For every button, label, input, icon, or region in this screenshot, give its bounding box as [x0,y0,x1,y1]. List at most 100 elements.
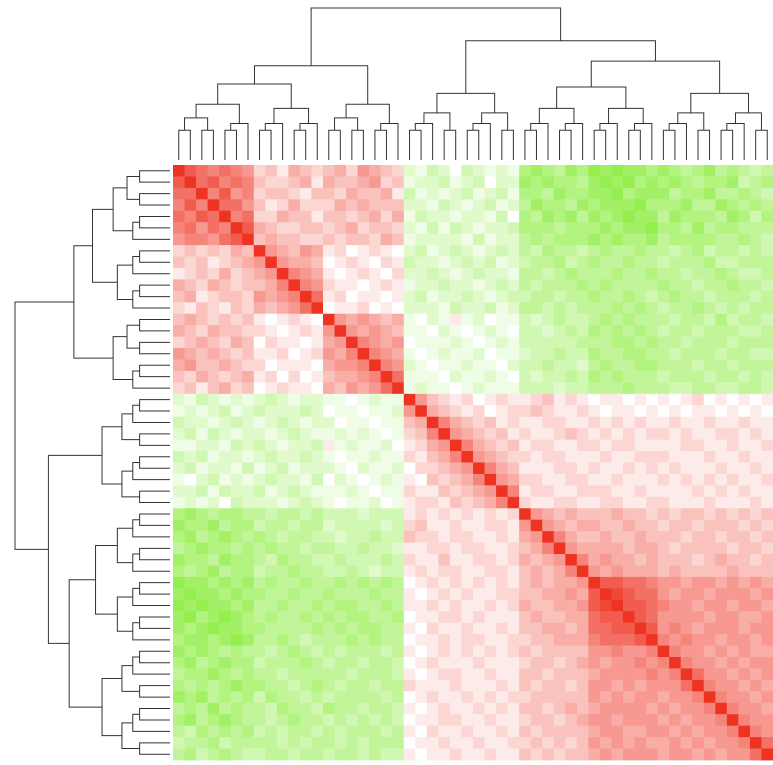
heatmap-cell [726,439,739,452]
heatmap-cell [346,210,359,223]
heatmap-cell [334,691,347,704]
heatmap-cell [230,187,243,200]
heatmap-cell [369,370,382,383]
heatmap-cell [623,496,635,509]
heatmap-cell [230,165,243,177]
heatmap-cell [392,668,405,681]
heatmap-cell [346,359,359,372]
heatmap-cell [726,416,739,429]
heatmap-cell [288,393,301,406]
heatmap-cell [749,599,762,612]
heatmap-cell [299,691,312,704]
heatmap-cell [496,428,509,441]
heatmap-cell [715,405,728,418]
heatmap-cell [646,222,659,235]
heatmap-cell [553,451,566,463]
heatmap-cell [184,679,197,692]
heatmap-cell [230,325,243,338]
heatmap-cell [553,222,566,235]
heatmap-cell [530,714,543,727]
heatmap-cell [173,714,185,727]
heatmap-cell [184,348,197,360]
heatmap-cell [403,519,416,532]
heatmap-cell [323,176,335,189]
heatmap-cell [276,496,289,509]
heatmap-cell [184,668,197,681]
heatmap-cell [230,611,243,624]
heatmap-cell [542,393,555,406]
heatmap-cell [646,668,659,681]
heatmap-cell [196,336,209,349]
heatmap-cell [461,679,474,692]
heatmap-cell [646,599,659,612]
heatmap-cell [323,737,335,749]
heatmap-cell [576,222,589,235]
heatmap-cell [761,725,773,738]
heatmap-cell [334,233,347,246]
heatmap-cell [519,519,532,532]
heatmap-cell [484,405,497,418]
heatmap-cell [565,405,578,418]
heatmap-cell [623,737,635,749]
heatmap-cell [415,519,428,532]
heatmap-cell [369,256,382,269]
heatmap-cell [703,302,716,315]
heatmap-cell [726,451,739,463]
heatmap-cell [207,382,220,395]
heatmap-cell [507,416,520,429]
heatmap-cell [761,393,773,406]
heatmap-cell [530,233,543,246]
heatmap-cell [323,165,335,177]
heatmap-cell [253,325,266,338]
heatmap-cell [461,531,474,543]
heatmap-cell [530,245,543,257]
heatmap-cell [692,622,705,635]
heatmap-cell [576,565,589,578]
heatmap-cell [703,702,716,715]
heatmap-cell [657,508,670,521]
heatmap-cell [461,187,474,200]
heatmap-cell [553,531,566,543]
heatmap-cell [496,462,509,475]
heatmap-cell [230,657,243,669]
heatmap-cell [599,473,612,486]
heatmap-cell [692,645,705,658]
heatmap-cell [588,737,601,749]
heatmap-cell [599,679,612,692]
heatmap-cell [369,725,382,738]
heatmap-cell [265,199,278,212]
heatmap-cell [576,245,589,257]
heatmap-cell [461,439,474,452]
heatmap-cell [230,576,243,589]
heatmap-cell [623,267,635,280]
heatmap-cell [634,657,647,669]
heatmap-cell [692,599,705,612]
heatmap-cell [646,554,659,566]
heatmap-cell [692,348,705,360]
heatmap-cell [634,336,647,349]
heatmap-cell [242,165,255,177]
heatmap-cell [519,165,532,177]
heatmap-cell [288,657,301,669]
heatmap-cell [657,473,670,486]
heatmap-cell [253,519,266,532]
heatmap-cell [726,485,739,498]
heatmap-cell [611,668,624,681]
heatmap-cell [357,267,370,280]
heatmap-cell [311,611,324,624]
heatmap-cell [438,348,451,360]
heatmap-cells [173,165,773,761]
heatmap-cell [634,313,647,326]
heatmap-cell [749,588,762,601]
heatmap-cell [519,325,532,338]
heatmap-cell [553,668,566,681]
heatmap-cell [299,348,312,360]
heatmap-cell [669,302,682,315]
heatmap-cell [426,508,439,521]
heatmap-cell [484,428,497,441]
heatmap-cell [726,634,739,646]
heatmap-cell [588,634,601,646]
heatmap-cell [669,737,682,749]
heatmap-cell [738,725,751,738]
heatmap-cell [276,222,289,235]
